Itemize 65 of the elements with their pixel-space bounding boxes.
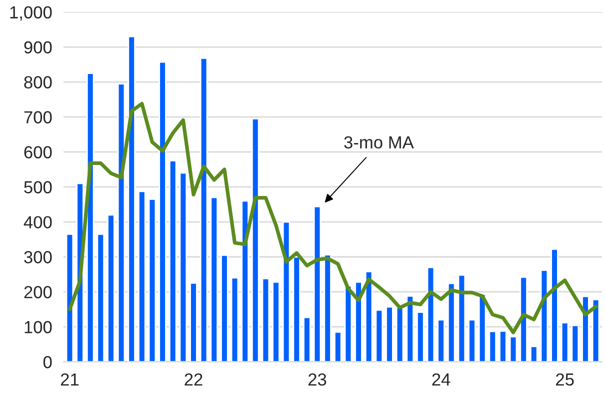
bar: [148, 198, 156, 362]
bar: [416, 311, 424, 362]
bar: [592, 298, 600, 362]
bar: [66, 233, 74, 362]
bar: [117, 83, 126, 362]
x-tick-label: 24: [432, 373, 450, 386]
bar: [582, 296, 590, 362]
bar: [251, 118, 260, 362]
x-tick-label: 23: [308, 373, 326, 386]
bar: [344, 285, 352, 362]
y-tick-label: 700: [24, 111, 52, 124]
bar: [437, 319, 445, 362]
bar: [220, 254, 228, 362]
bar: [303, 316, 311, 362]
bar: [282, 221, 290, 362]
bar: [406, 295, 414, 362]
bar: [509, 336, 518, 362]
bar: [499, 330, 507, 362]
bar: [158, 61, 166, 362]
bar: [138, 190, 146, 362]
bar: [447, 282, 456, 362]
bar: [230, 277, 239, 362]
bar: [292, 256, 301, 362]
line-series: [68, 102, 598, 334]
bar: [560, 322, 569, 362]
y-tick-label: 0: [43, 356, 52, 368]
bar: [107, 214, 115, 362]
bar: [334, 331, 342, 362]
bar: [354, 281, 362, 362]
annotation: 3-mo MA: [344, 136, 414, 149]
y-tick-label: 200: [24, 286, 52, 298]
x-tick-label: 21: [60, 373, 79, 386]
y-tick-label: 600: [24, 146, 52, 158]
bar: [550, 248, 558, 362]
y-tick-label: 100: [24, 320, 52, 334]
bar: [520, 276, 528, 362]
bar: [386, 306, 394, 362]
x-tick-label: 25: [556, 373, 574, 386]
y-tick-label: 800: [24, 76, 52, 88]
bar: [272, 281, 280, 362]
bar: [241, 200, 249, 362]
bar: [168, 160, 177, 362]
y-tick-label: 500: [24, 181, 52, 194]
bar: [458, 274, 466, 362]
y-tick-label: 400: [24, 216, 52, 228]
bar: [96, 233, 105, 362]
bar: [488, 330, 497, 362]
bar: [128, 36, 136, 362]
bar: [468, 319, 476, 362]
y-tick-label: 900: [24, 41, 52, 54]
bar: [313, 206, 322, 362]
x-tick-label: 22: [184, 373, 202, 386]
bar: [190, 282, 198, 362]
bar: [396, 306, 404, 362]
bar: [262, 278, 270, 362]
y-tick-label: 1,000: [10, 6, 52, 21]
bar: [179, 172, 188, 362]
bar: [571, 324, 580, 362]
y-tick-label: 300: [24, 251, 52, 264]
bar: [530, 346, 538, 362]
bar: [324, 254, 332, 362]
bar: [210, 196, 218, 362]
bar: [200, 58, 208, 362]
bar: [426, 266, 435, 362]
bar: [375, 309, 384, 362]
